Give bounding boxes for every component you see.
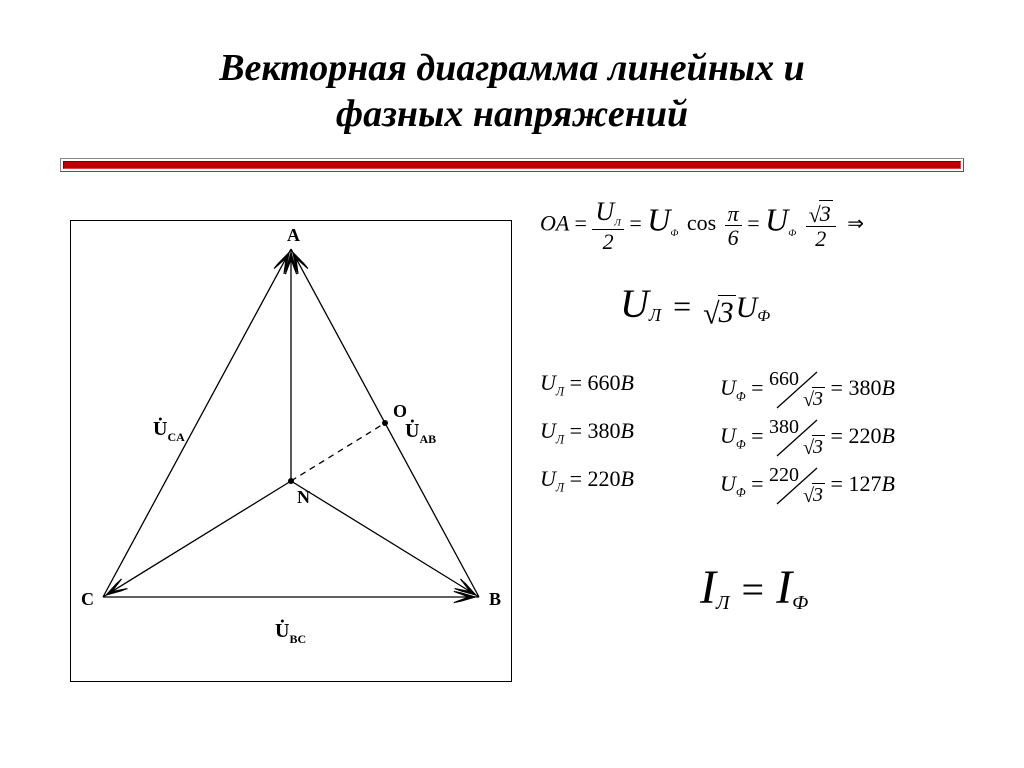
- eq1-implies: ⇒: [847, 213, 864, 235]
- voltage-ul: UЛ = 380B: [540, 418, 634, 443]
- eq1-frac1-sub: Л: [614, 217, 621, 228]
- voltage-row: UЛ = 380BUФ = 380√3 = 220B: [540, 418, 634, 447]
- eq2-sub1: Л: [649, 305, 661, 325]
- eq1-frac3-den: 2: [806, 226, 836, 250]
- voltage-uf: UФ = 380√3 = 220B: [720, 418, 895, 458]
- eq1-OA: OA: [540, 210, 569, 235]
- vector-diagram: A B C N OU̇AB U̇BC U̇CA: [70, 220, 512, 682]
- eq2-U2: U: [736, 291, 758, 324]
- eq3-eq: =: [742, 567, 765, 612]
- voltage-ul: UЛ = 660B: [540, 370, 634, 395]
- title-line-1: Векторная диаграмма линейных и: [219, 47, 805, 89]
- title-line-2: фазных напряжений: [336, 93, 688, 135]
- eq3-I2: I: [776, 561, 792, 614]
- voltage-row: UЛ = 220BUФ = 220√3 = 127B: [540, 466, 634, 495]
- eq2-sub2: Ф: [757, 308, 770, 325]
- svg-text:U̇AB: U̇AB: [405, 418, 436, 446]
- svg-text:U̇BC: U̇BC: [275, 618, 306, 646]
- eq1-frac1-den: 2: [592, 229, 623, 253]
- vector-diagram-svg: A B C N OU̇AB U̇BC U̇CA: [71, 221, 511, 681]
- equation-oa: OA = UЛ 2 = UФ cos π 6 = UФ √3 2 ⇒: [540, 198, 864, 253]
- eq1-frac3: √3 2: [806, 200, 836, 250]
- eq2-eq: =: [673, 288, 691, 324]
- eq3-I1: I: [700, 561, 716, 614]
- eq3-sub2: Ф: [792, 592, 808, 614]
- svg-text:N: N: [297, 487, 310, 507]
- svg-text:C: C: [81, 589, 94, 609]
- eq1-cos: cos: [687, 210, 716, 235]
- eq2-sqrt: √3: [703, 296, 735, 332]
- eq1-frac1-U: U: [595, 197, 614, 226]
- eq3-sub1: Л: [716, 592, 730, 614]
- svg-text:O: O: [393, 401, 407, 421]
- eq1-Uphi1-sub: Ф: [670, 228, 678, 239]
- voltage-row: UЛ = 660BUФ = 660√3 = 380B: [540, 370, 634, 399]
- voltage-uf: UФ = 220√3 = 127B: [720, 466, 895, 506]
- eq1-Uphi1: U: [647, 201, 670, 237]
- voltage-ul: UЛ = 220B: [540, 466, 634, 491]
- svg-text:B: B: [489, 589, 501, 609]
- title-separator-fill: [63, 161, 961, 169]
- svg-text:U̇CA: U̇CA: [153, 416, 185, 444]
- eq1-eq3: =: [747, 210, 765, 235]
- eq1-Uphi2-sub: Ф: [788, 228, 796, 239]
- voltage-uf: UФ = 660√3 = 380B: [720, 370, 895, 410]
- eq1-frac2: π 6: [725, 202, 742, 249]
- eq1-frac2-num: π: [725, 202, 742, 225]
- title-separator: [60, 158, 964, 172]
- eq1-frac3-sqrt: 3: [819, 200, 833, 226]
- eq1-frac1: UЛ 2: [592, 198, 623, 253]
- eq1-frac2-den: 6: [725, 225, 742, 249]
- eq1-Uphi2: U: [765, 201, 788, 237]
- eq1-eq1: =: [574, 210, 592, 235]
- eq2-U1: U: [620, 281, 649, 326]
- slide-title: Векторная диаграмма линейных и фазных на…: [0, 46, 1024, 137]
- eq1-eq2: =: [629, 210, 647, 235]
- equation-il-iphi: IЛ = IФ: [700, 560, 808, 615]
- svg-text:A: A: [287, 225, 300, 245]
- equation-ul-uphi: UЛ = √3UФ: [620, 280, 770, 331]
- eq2-sqrt-val: 3: [718, 295, 736, 329]
